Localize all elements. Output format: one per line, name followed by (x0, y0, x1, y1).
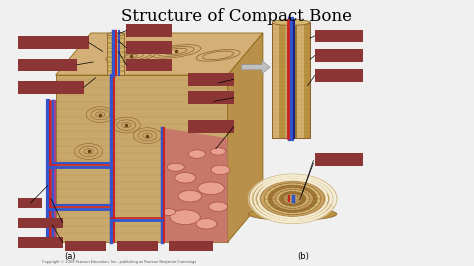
Ellipse shape (256, 186, 329, 211)
Ellipse shape (167, 163, 184, 171)
Bar (315, 49, 363, 62)
Bar (315, 69, 363, 82)
Ellipse shape (189, 150, 205, 158)
Text: (a): (a) (64, 252, 75, 261)
Circle shape (283, 194, 302, 204)
Ellipse shape (273, 20, 310, 25)
Ellipse shape (198, 182, 224, 195)
Bar (18, 238, 63, 247)
Bar (188, 92, 234, 104)
Bar (279, 22, 285, 138)
Bar (285, 22, 291, 138)
Bar (18, 198, 42, 208)
Polygon shape (162, 128, 228, 242)
Text: (b): (b) (297, 252, 309, 261)
Ellipse shape (248, 208, 337, 221)
Bar (18, 36, 89, 49)
Ellipse shape (210, 148, 226, 155)
Ellipse shape (209, 202, 228, 211)
Bar (188, 73, 234, 86)
Circle shape (287, 196, 298, 202)
Bar (117, 242, 158, 251)
Ellipse shape (262, 196, 323, 215)
Bar (126, 59, 173, 71)
Ellipse shape (178, 190, 201, 202)
Ellipse shape (211, 165, 230, 174)
Text: Structure of Compact Bone: Structure of Compact Bone (121, 8, 353, 25)
Bar (108, 34, 124, 75)
Bar (273, 22, 279, 138)
Bar (273, 22, 310, 138)
Ellipse shape (170, 210, 200, 225)
Bar (304, 22, 310, 138)
Polygon shape (55, 33, 263, 75)
Polygon shape (228, 33, 263, 242)
Ellipse shape (268, 205, 317, 219)
Polygon shape (55, 75, 228, 242)
Bar (126, 24, 173, 37)
Text: Copyright © 2009 Pearson Education, Inc., publishing as Pearson Benjamin Cumming: Copyright © 2009 Pearson Education, Inc.… (42, 260, 196, 264)
Bar (18, 81, 84, 94)
Bar (315, 153, 363, 166)
Polygon shape (242, 61, 270, 74)
Bar (188, 120, 234, 133)
Circle shape (268, 185, 317, 213)
Circle shape (261, 181, 325, 217)
Bar (291, 22, 298, 138)
Bar (18, 218, 63, 228)
Circle shape (272, 187, 313, 210)
Bar (273, 22, 310, 138)
Ellipse shape (108, 33, 124, 36)
Bar (126, 41, 173, 54)
Bar (65, 242, 107, 251)
Ellipse shape (196, 219, 217, 229)
Ellipse shape (175, 172, 196, 183)
Bar (18, 59, 77, 71)
Circle shape (276, 189, 310, 208)
Bar (315, 30, 363, 42)
Ellipse shape (162, 209, 176, 215)
Circle shape (264, 183, 321, 215)
Circle shape (279, 192, 306, 206)
Bar (298, 22, 304, 138)
Bar (169, 242, 213, 251)
Ellipse shape (252, 201, 333, 213)
